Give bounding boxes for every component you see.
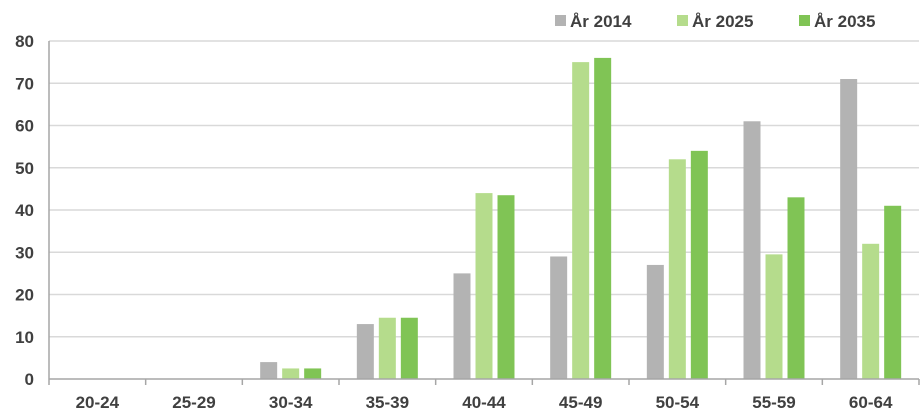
x-tick-label: 60-64 <box>849 393 893 412</box>
bar <box>884 205 902 379</box>
axes <box>48 41 920 385</box>
y-tick-label: 40 <box>15 201 34 220</box>
x-tick-label: 55-59 <box>752 393 795 412</box>
bar <box>690 150 708 379</box>
bar <box>572 62 590 379</box>
x-tick-label: 35-39 <box>366 393 409 412</box>
legend-label: År 2025 <box>692 12 753 31</box>
x-tick-label: 20-24 <box>76 393 120 412</box>
legend-swatch <box>555 15 566 26</box>
bar <box>282 368 300 379</box>
legend: År 2014 År 2025 År 2035 <box>555 12 875 31</box>
x-tick-label: 40-44 <box>462 393 506 412</box>
bar <box>646 264 664 379</box>
bar <box>743 121 761 380</box>
bar <box>550 256 568 379</box>
bar <box>378 317 396 379</box>
y-tick-label: 60 <box>15 117 34 136</box>
bar <box>453 273 471 379</box>
legend-swatch <box>799 15 810 26</box>
x-tick-label: 25-29 <box>172 393 215 412</box>
y-tick-label: 80 <box>15 32 34 51</box>
y-tick-label: 30 <box>15 243 34 262</box>
legend-swatch <box>677 15 688 26</box>
legend-label: År 2035 <box>814 12 875 31</box>
bar <box>840 79 858 380</box>
legend-label: År 2014 <box>570 12 632 31</box>
bar <box>304 368 322 379</box>
y-axis-ticks: 0 10 20 30 40 50 60 70 80 <box>15 32 34 389</box>
x-tick-label: 50-54 <box>656 393 700 412</box>
bar <box>475 193 493 379</box>
bar <box>497 195 515 379</box>
y-tick-label: 50 <box>15 159 34 178</box>
bar <box>356 324 374 379</box>
x-axis-ticks: 20-24 25-29 30-34 35-39 40-44 45-49 50-54 55-59… <box>76 393 893 412</box>
y-tick-label: 70 <box>15 74 34 93</box>
bar <box>787 197 805 379</box>
bar <box>668 159 686 379</box>
bar <box>765 254 783 379</box>
bars <box>260 57 902 380</box>
bar <box>260 362 278 379</box>
bar <box>862 243 880 379</box>
bar <box>594 57 612 380</box>
bar <box>400 317 418 379</box>
x-tick-label: 30-34 <box>269 393 313 412</box>
y-tick-label: 20 <box>15 286 34 305</box>
x-tick-label: 45-49 <box>559 393 602 412</box>
y-tick-label: 0 <box>25 370 34 389</box>
y-tick-label: 10 <box>15 328 34 347</box>
